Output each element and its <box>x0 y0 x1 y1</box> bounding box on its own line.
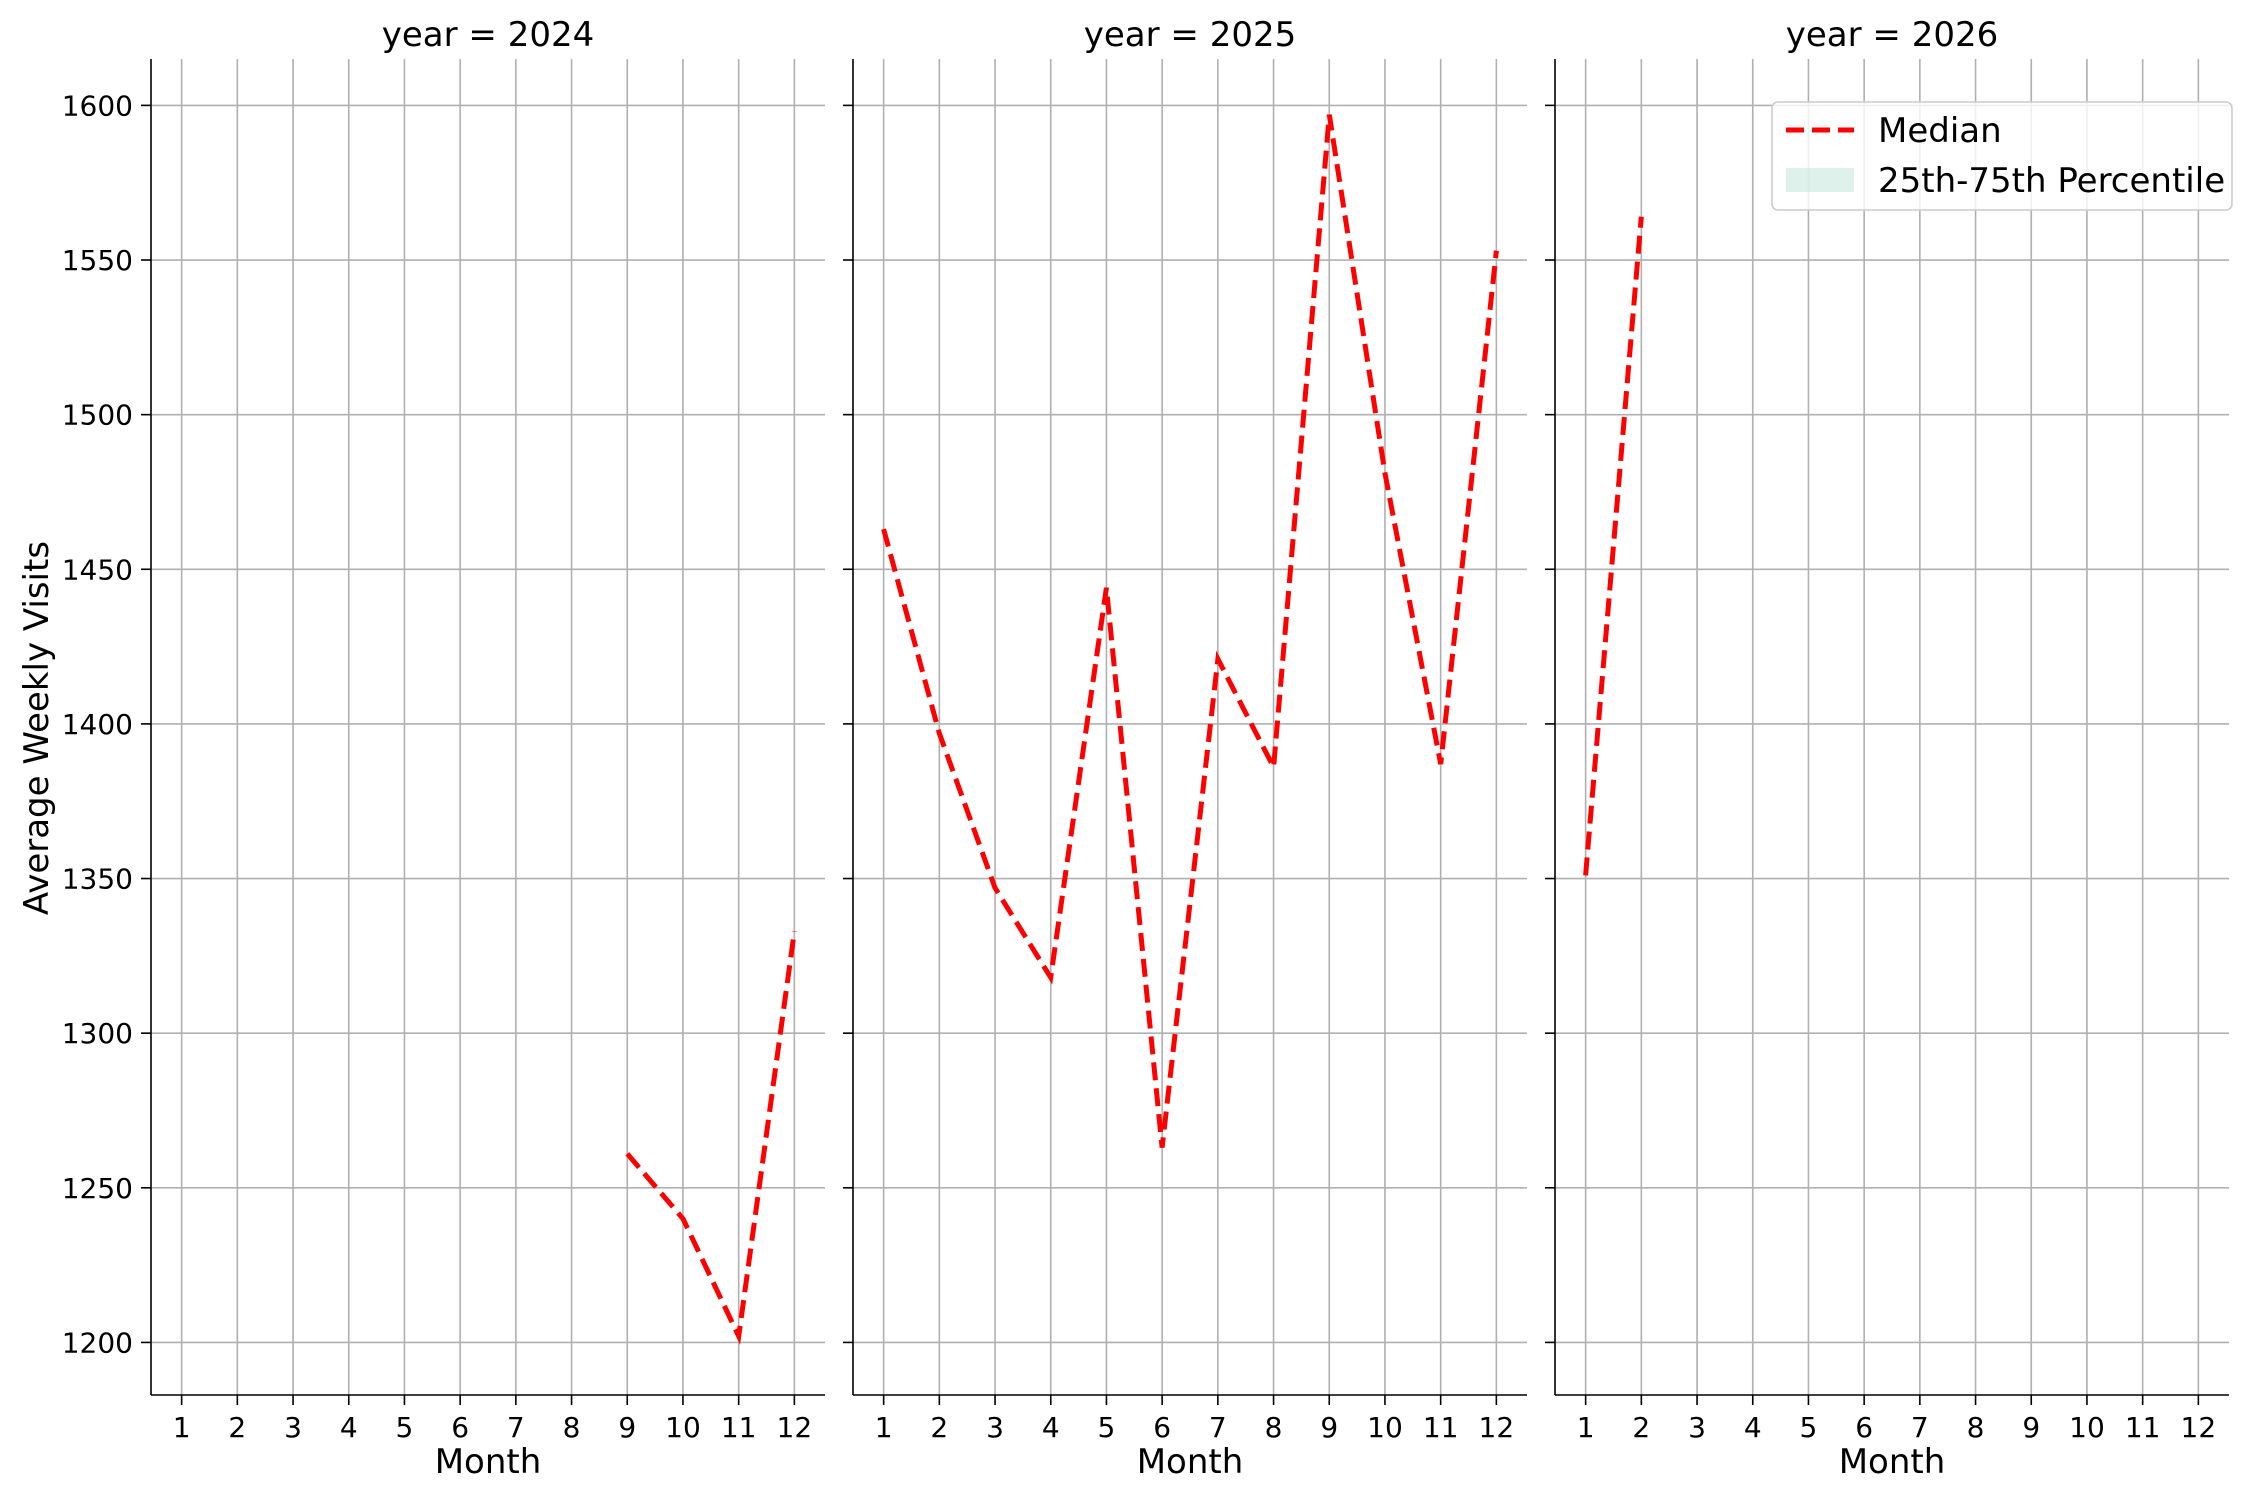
x-tick-label: 10 <box>2069 1411 2105 1444</box>
x-tick-label: 9 <box>618 1411 636 1444</box>
x-tick-label: 10 <box>665 1411 701 1444</box>
y-tick-label: 1450 <box>62 553 133 586</box>
x-tick-label: 2 <box>1632 1411 1650 1444</box>
y-axis-label: Average Weekly Visits <box>17 541 57 915</box>
x-tick-label: 1 <box>173 1411 191 1444</box>
panel-title: year = 2024 <box>382 15 594 55</box>
x-tick-label: 11 <box>1423 1411 1459 1444</box>
y-tick-label: 1550 <box>62 244 133 277</box>
x-tick-label: 9 <box>1320 1411 1338 1444</box>
x-tick-label: 6 <box>1855 1411 1873 1444</box>
x-tick-label: 1 <box>875 1411 893 1444</box>
x-tick-label: 4 <box>1042 1411 1060 1444</box>
x-tick-label: 5 <box>1098 1411 1116 1444</box>
y-tick-label: 1400 <box>62 708 133 741</box>
y-tick-label: 1250 <box>62 1172 133 1205</box>
x-tick-label: 10 <box>1367 1411 1403 1444</box>
median-series-line <box>881 114 1499 1148</box>
x-tick-label: 2 <box>228 1411 246 1444</box>
panel-title: year = 2026 <box>1786 15 1998 55</box>
x-tick-label: 9 <box>2022 1411 2040 1444</box>
legend-median-label: Median <box>1878 111 2002 151</box>
x-tick-label: 7 <box>1209 1411 1227 1444</box>
x-tick-label: 8 <box>563 1411 581 1444</box>
x-tick-label: 3 <box>284 1411 302 1444</box>
x-tick-label: 5 <box>396 1411 414 1444</box>
x-tick-label: 3 <box>1688 1411 1706 1444</box>
panels: 1 2 3 4 5 6 7 8 9 10 11 121200125013001350140014501… <box>62 15 2229 1482</box>
legend-percentile-label: 25th-75th Percentile <box>1878 161 2225 201</box>
x-tick-label: 8 <box>1967 1411 1985 1444</box>
x-tick-label: 7 <box>507 1411 525 1444</box>
x-axis-label: Month <box>1137 1442 1244 1482</box>
legend-percentile-swatch <box>1786 168 1854 192</box>
x-tick-label: 11 <box>2125 1411 2161 1444</box>
y-tick-label: 1200 <box>62 1326 133 1359</box>
y-tick-label: 1500 <box>62 399 133 432</box>
x-tick-label: 4 <box>1744 1411 1762 1444</box>
x-tick-label: 7 <box>1911 1411 1929 1444</box>
y-tick-label: 1600 <box>62 89 133 122</box>
x-axis-label: Month <box>435 1442 542 1482</box>
x-tick-label: 11 <box>721 1411 757 1444</box>
y-tick-label: 1300 <box>62 1017 133 1050</box>
x-axis-label: Month <box>1839 1442 1946 1482</box>
x-tick-label: 6 <box>1153 1411 1171 1444</box>
panel-title: year = 2025 <box>1084 15 1296 55</box>
x-tick-label: 12 <box>2181 1411 2217 1444</box>
median-series-line <box>625 930 797 1345</box>
x-tick-label: 12 <box>1479 1411 1515 1444</box>
legend-frame <box>1771 101 2233 211</box>
x-tick-label: 12 <box>777 1411 813 1444</box>
x-tick-label: 8 <box>1265 1411 1283 1444</box>
median-series-line <box>1583 216 1644 876</box>
panel-1: 1 2 3 4 5 6 7 8 9 10 11 121200125013001350140014501… <box>62 15 825 1482</box>
x-tick-label: 6 <box>451 1411 469 1444</box>
x-tick-label: 4 <box>340 1411 358 1444</box>
x-tick-label: 1 <box>1577 1411 1595 1444</box>
y-tick-label: 1350 <box>62 863 133 896</box>
x-tick-label: 3 <box>986 1411 1004 1444</box>
x-tick-label: 2 <box>930 1411 948 1444</box>
legend: Median 25th-75th Percentile <box>1771 101 2233 211</box>
x-tick-label: 5 <box>1800 1411 1818 1444</box>
